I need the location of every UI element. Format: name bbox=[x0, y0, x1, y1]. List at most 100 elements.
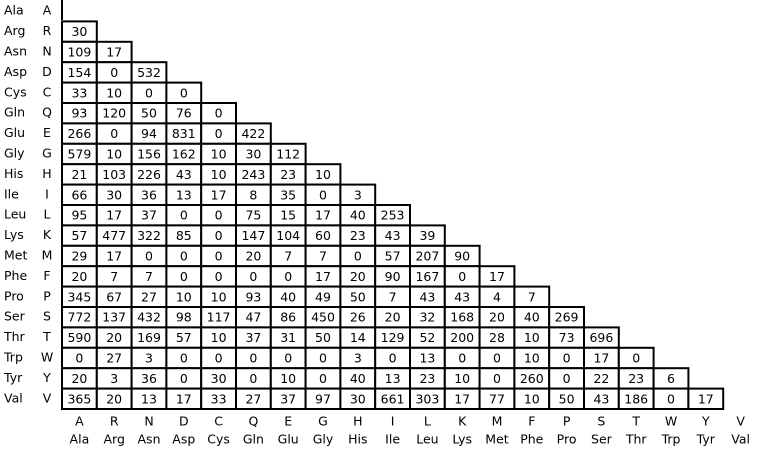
column-name: Glu bbox=[278, 432, 299, 447]
cell-value: 0 bbox=[284, 351, 292, 366]
cell-value: 17 bbox=[698, 391, 714, 406]
column-name: Tyr bbox=[696, 432, 716, 447]
cell-value: 17 bbox=[489, 269, 505, 284]
row-name: Cys bbox=[4, 84, 27, 99]
cell-value: 17 bbox=[176, 391, 192, 406]
cell-value: 93 bbox=[245, 289, 261, 304]
cell-value: 20 bbox=[106, 391, 122, 406]
column-code: R bbox=[110, 414, 119, 429]
row-code: D bbox=[42, 64, 52, 79]
cell-value: 3 bbox=[110, 371, 118, 386]
row-name: Pro bbox=[4, 288, 24, 303]
column-code: E bbox=[284, 414, 292, 429]
cell-value: 35 bbox=[280, 187, 296, 202]
cell-value: 0 bbox=[215, 351, 223, 366]
cell-value: 67 bbox=[106, 289, 122, 304]
cell-value: 0 bbox=[354, 249, 362, 264]
cell-value: 169 bbox=[137, 330, 161, 345]
cell-value: 10 bbox=[211, 147, 227, 162]
cell-value: 57 bbox=[385, 249, 401, 264]
cell-value: 260 bbox=[520, 371, 544, 386]
cell-value: 13 bbox=[419, 351, 435, 366]
cell-value: 40 bbox=[350, 371, 366, 386]
column-name: Ala bbox=[70, 432, 90, 447]
cell-value: 49 bbox=[315, 289, 331, 304]
cell-value: 17 bbox=[454, 391, 470, 406]
cell-value: 37 bbox=[280, 391, 296, 406]
cell-value: 20 bbox=[385, 310, 401, 325]
cell-value: 3 bbox=[145, 351, 153, 366]
cell-value: 20 bbox=[71, 371, 87, 386]
cell-value: 30 bbox=[106, 187, 122, 202]
row-code: E bbox=[43, 125, 51, 140]
cell-value: 103 bbox=[102, 167, 126, 182]
cell-value: 422 bbox=[241, 126, 265, 141]
cell-value: 10 bbox=[524, 391, 540, 406]
cell-value: 43 bbox=[593, 391, 609, 406]
cell-value: 0 bbox=[180, 249, 188, 264]
cell-value: 112 bbox=[276, 147, 300, 162]
cell-value: 0 bbox=[215, 126, 223, 141]
cell-value: 31 bbox=[280, 330, 296, 345]
cell-value: 200 bbox=[450, 330, 474, 345]
cell-value: 13 bbox=[141, 391, 157, 406]
cell-value: 20 bbox=[350, 269, 366, 284]
cell-value: 226 bbox=[137, 167, 161, 182]
cell-value: 120 bbox=[102, 106, 126, 121]
cell-value: 147 bbox=[241, 228, 265, 243]
cell-value: 4 bbox=[493, 289, 501, 304]
cell-value: 7 bbox=[528, 289, 536, 304]
row-name: Phe bbox=[4, 268, 27, 283]
column-name: Gln bbox=[243, 432, 264, 447]
column-name: Thr bbox=[625, 432, 648, 447]
column-name: Gly bbox=[313, 432, 334, 447]
cell-value: 66 bbox=[71, 187, 87, 202]
cell-value: 57 bbox=[176, 330, 192, 345]
row-name: Ser bbox=[4, 309, 26, 324]
cell-value: 30 bbox=[245, 147, 261, 162]
cell-value: 0 bbox=[180, 208, 188, 223]
cell-value: 303 bbox=[415, 391, 439, 406]
cell-value: 10 bbox=[280, 371, 296, 386]
column-code: M bbox=[492, 414, 503, 429]
row-code: S bbox=[43, 309, 51, 324]
cell-value: 17 bbox=[211, 187, 227, 202]
column-name: Leu bbox=[416, 432, 438, 447]
column-code: Y bbox=[701, 414, 710, 429]
cell-value: 0 bbox=[145, 249, 153, 264]
column-name: Ile bbox=[385, 432, 400, 447]
column-code: A bbox=[75, 414, 84, 429]
row-code: F bbox=[43, 268, 50, 283]
cell-value: 322 bbox=[137, 228, 161, 243]
row-name: Glu bbox=[4, 125, 25, 140]
column-code: S bbox=[597, 414, 605, 429]
cell-value: 50 bbox=[350, 289, 366, 304]
cell-value: 14 bbox=[350, 330, 366, 345]
column-name: Lys bbox=[452, 432, 472, 447]
cell-value: 85 bbox=[176, 228, 192, 243]
cell-value: 154 bbox=[67, 65, 91, 80]
cell-value: 0 bbox=[215, 208, 223, 223]
cell-value: 23 bbox=[628, 371, 644, 386]
row-code: N bbox=[42, 44, 51, 59]
cell-value: 33 bbox=[211, 391, 227, 406]
cell-value: 86 bbox=[280, 310, 296, 325]
cell-value: 36 bbox=[141, 187, 157, 202]
cell-value: 30 bbox=[211, 371, 227, 386]
column-code: P bbox=[563, 414, 571, 429]
cell-value: 50 bbox=[141, 106, 157, 121]
column-code: T bbox=[631, 414, 640, 429]
column-name: Asp bbox=[172, 432, 195, 447]
cell-value: 7 bbox=[389, 289, 397, 304]
row-code: T bbox=[42, 329, 51, 344]
column-code: K bbox=[458, 414, 467, 429]
cell-value: 20 bbox=[106, 330, 122, 345]
column-code: N bbox=[144, 414, 153, 429]
column-code: I bbox=[391, 414, 395, 429]
column-name: Met bbox=[485, 432, 508, 447]
row-code: Q bbox=[42, 105, 52, 120]
row-code: C bbox=[43, 84, 52, 99]
cell-value: 10 bbox=[315, 167, 331, 182]
cell-value: 39 bbox=[419, 228, 435, 243]
